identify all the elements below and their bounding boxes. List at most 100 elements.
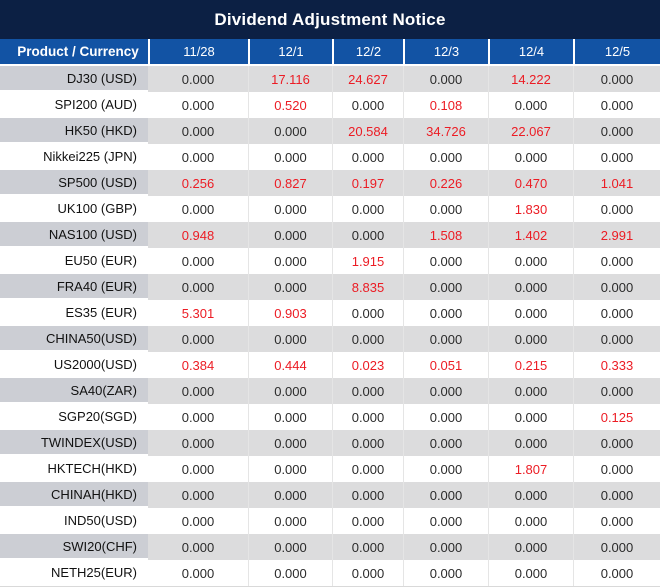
dividend-value: 14.222 [488,66,573,92]
dividend-value: 0.384 [181,357,215,373]
dividend-value: 0.000 [573,508,660,534]
dividend-value: 0.051 [403,352,488,378]
column-header-date: 12/3 [403,39,488,64]
product-label: DJ30 (USD) [0,66,148,92]
dividend-value: 0.000 [332,92,403,118]
dividend-value: 0.000 [573,482,660,508]
dividend-value: 1.041 [573,170,660,196]
dividend-value: 0.470 [488,170,573,196]
table-row: SWI20(CHF) 0.000 0.000 0.000 0.000 0.000 0.000 [0,534,660,560]
dividend-value: 0.333 [573,352,660,378]
dividend-value: 0.000 [573,456,660,482]
dividend-value: 0.000 [248,274,332,300]
dividend-value: 0.000 [181,513,215,529]
dividend-value: 0.125 [573,404,660,430]
dividend-value: 0.000 [248,482,332,508]
table-row: CHINA50(USD) 0.000 0.000 0.000 0.000 0.000 0.0… [0,326,660,352]
table-body: DJ30 (USD) 0.000 17.116 24.627 0.000 14.222 0.… [0,66,660,586]
dividend-value: 0.000 [403,378,488,404]
dividend-value: 0.000 [332,144,403,170]
dividend-value: 8.835 [332,274,403,300]
product-label: SA40(ZAR) [0,378,148,404]
dividend-value: 0.000 [148,66,248,92]
dividend-value: 0.000 [488,482,573,508]
dividend-value: 0.000 [488,92,573,118]
dividend-value: 2.991 [573,222,660,248]
product-label: ES35 (EUR) [0,300,148,326]
dividend-value: 0.520 [248,92,332,118]
table-row: FRA40 (EUR) 0.000 0.000 8.835 0.000 0.000 0.00… [0,274,660,300]
dividend-value: 0.000 [332,326,403,352]
dividend-value: 0.000 [332,482,403,508]
table-row: EU50 (EUR) 0.000 0.000 1.915 0.000 0.000 0.000 [0,248,660,274]
dividend-value: 0.000 [488,248,573,274]
dividend-value: 0.000 [248,378,332,404]
dividend-value: 0.000 [573,248,660,274]
table-row: UK100 (GBP) 0.000 0.000 0.000 0.000 1.830 0.00… [0,196,660,222]
dividend-value: 0.023 [332,352,403,378]
dividend-value: 0.000 [248,196,332,222]
dividend-value: 22.067 [488,118,573,144]
dividend-value: 0.000 [403,196,488,222]
dividend-value: 0.000 [248,326,332,352]
dividend-value: 0.000 [181,253,215,269]
dividend-value: 0.000 [403,66,488,92]
dividend-value: 0.000 [403,248,488,274]
table-row: SPI200 (AUD) 0.000 0.520 0.000 0.108 0.000 0.0… [0,92,660,118]
dividend-value: 0.000 [248,456,332,482]
dividend-value: 0.000 [488,378,573,404]
product-label: US2000(USD) [0,352,148,378]
dividend-value: 0.000 [332,456,403,482]
dividend-value: 0.000 [148,378,248,404]
dividend-value: 0.000 [403,456,488,482]
dividend-value: 0.903 [248,300,332,326]
dividend-value: 0.000 [181,201,215,217]
dividend-value: 0.000 [573,430,660,456]
dividend-value: 0.000 [403,274,488,300]
page-title: Dividend Adjustment Notice [0,0,660,39]
dividend-value: 0.000 [148,482,248,508]
table-row: IND50(USD) 0.000 0.000 0.000 0.000 0.000 0.000 [0,508,660,534]
dividend-value: 0.000 [248,222,332,248]
dividend-value: 1.807 [488,456,573,482]
dividend-value: 0.000 [181,149,215,165]
dividend-value: 0.000 [181,409,215,425]
table-row: NETH25(EUR) 0.000 0.000 0.000 0.000 0.000 0.00… [0,560,660,586]
dividend-value: 0.000 [332,560,403,586]
column-header-date: 12/5 [573,39,660,64]
dividend-value: 0.000 [148,118,248,144]
table-row: Nikkei225 (JPN) 0.000 0.000 0.000 0.000 0.000… [0,144,660,170]
dividend-value: 0.000 [403,404,488,430]
dividend-value: 0.000 [332,196,403,222]
product-label: NAS100 (USD) [0,222,148,248]
dividend-value: 0.000 [332,222,403,248]
dividend-value: 0.000 [332,430,403,456]
product-label: CHINAH(HKD) [0,482,148,508]
product-label: SPI200 (AUD) [0,92,148,118]
table-row: TWINDEX(USD) 0.000 0.000 0.000 0.000 0.000 0.0… [0,430,660,456]
table-row: HK50 (HKD) 0.000 0.000 20.584 34.726 22.067 0.… [0,118,660,144]
dividend-value: 0.000 [248,560,332,586]
dividend-value: 0.000 [332,508,403,534]
product-label: NETH25(EUR) [0,560,148,586]
dividend-value: 0.000 [573,196,660,222]
dividend-value: 0.000 [488,430,573,456]
dividend-value: 0.000 [573,66,660,92]
dividend-value: 0.000 [332,378,403,404]
column-header-date: 12/4 [488,39,573,64]
dividend-value: 0.197 [332,170,403,196]
dividend-value: 34.726 [403,118,488,144]
dividend-value: 0.000 [573,300,660,326]
dividend-value: 0.000 [248,248,332,274]
dividend-value: 0.000 [248,508,332,534]
column-header-product: Product / Currency [17,44,139,59]
dividend-value: 0.000 [573,326,660,352]
table-row: SA40(ZAR) 0.000 0.000 0.000 0.000 0.000 0.000 [0,378,660,404]
product-label: HKTECH(HKD) [0,456,148,482]
dividend-value: 0.000 [488,534,573,560]
dividend-value: 0.000 [148,534,248,560]
dividend-value: 0.000 [403,560,488,586]
dividend-value: 0.000 [488,274,573,300]
table-row: DJ30 (USD) 0.000 17.116 24.627 0.000 14.222 0.… [0,66,660,92]
dividend-value: 0.000 [148,326,248,352]
